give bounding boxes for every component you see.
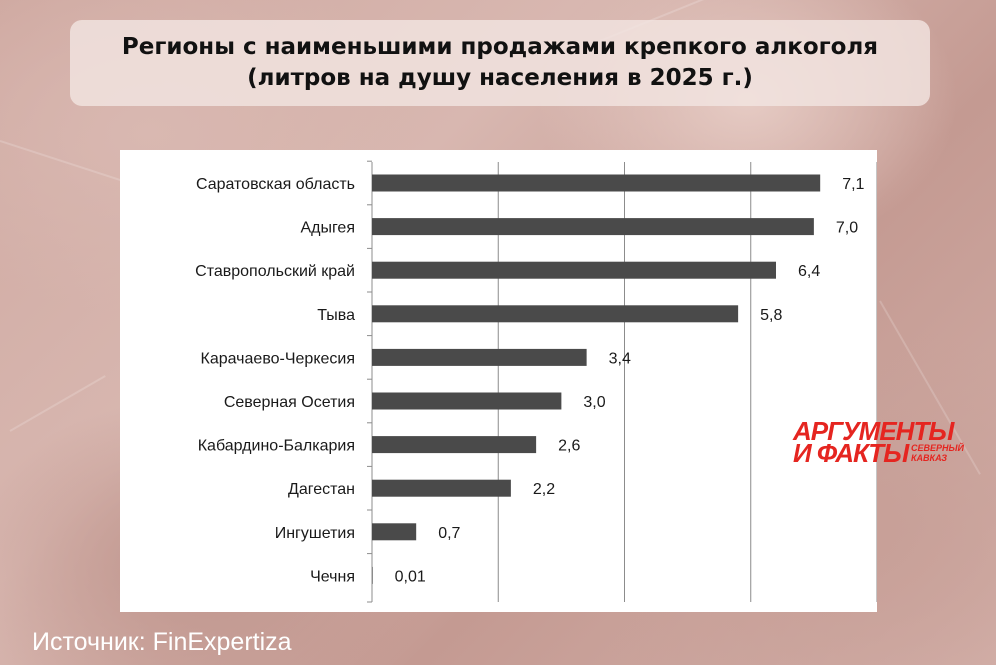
bar: [372, 479, 511, 497]
bar: [372, 305, 739, 323]
bar: [372, 174, 821, 192]
category-label: Карачаево-Черкесия: [201, 350, 355, 367]
category-label: Тыва: [317, 307, 355, 324]
value-label: 2,2: [533, 481, 555, 498]
bar: [372, 348, 587, 366]
category-label: Адыгея: [300, 220, 355, 237]
bar: [372, 523, 417, 541]
bar: [372, 436, 537, 454]
value-label: 6,4: [798, 263, 820, 280]
value-label: 5,8: [760, 307, 782, 324]
category-label: Чечня: [310, 568, 355, 585]
bar: [372, 261, 776, 279]
bar: [372, 218, 814, 236]
bar-chart: Саратовская область 7,1 Адыгея 7,0 Ставропол…: [195, 160, 877, 603]
value-label: 2,6: [558, 438, 580, 455]
category-label: Ставропольский край: [195, 263, 355, 280]
logo-text-bottom: И ФАКТЫ: [793, 438, 909, 468]
logo-region-line2: КАВКАЗ: [911, 453, 948, 463]
value-label: 3,0: [583, 394, 605, 411]
value-label: 0,01: [395, 568, 426, 585]
value-label: 7,1: [842, 176, 864, 193]
logo-text-top: АРГУМЕНТЫ: [793, 416, 954, 446]
value-label: 7,0: [836, 220, 858, 237]
bar: [372, 392, 562, 410]
chart-panel: Саратовская область 7,1 Адыгея 7,0 Ставропол…: [120, 150, 877, 612]
title-box: Регионы с наименьшими продажами крепкого…: [70, 20, 930, 106]
category-label: Саратовская область: [196, 176, 355, 193]
logo-region: СЕВЕРНЫЙ КАВКАЗ: [911, 443, 981, 463]
value-label: 0,7: [438, 525, 460, 542]
category-label: Северная Осетия: [224, 394, 355, 411]
value-label: 3,4: [609, 350, 631, 367]
category-label: Кабардино-Балкария: [198, 438, 355, 455]
background-crease: [9, 375, 106, 432]
category-label: Дагестан: [288, 481, 355, 498]
chart-subtitle: (литров на душу населения в 2025 г.): [247, 65, 753, 91]
source-note: Источник: FinExpertiza: [32, 628, 292, 656]
bar: [372, 566, 373, 584]
logo-region-line1: СЕВЕРНЫЙ: [911, 443, 964, 453]
category-label: Ингушетия: [275, 525, 355, 542]
chart-title: Регионы с наименьшими продажами крепкого…: [121, 34, 879, 60]
aif-logo: АРГУМЕНТЫ И ФАКТЫ СЕВЕРНЫЙ КАВКАЗ: [793, 418, 983, 468]
